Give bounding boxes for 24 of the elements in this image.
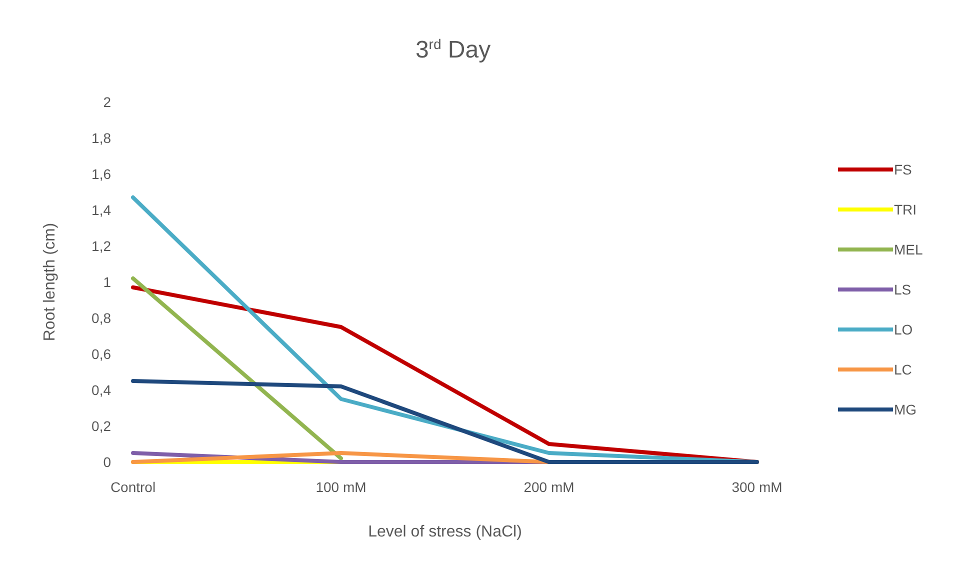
x-tick-label: Control: [110, 479, 156, 495]
legend-label: FS: [894, 162, 912, 178]
legend-label: LC: [894, 362, 912, 378]
x-axis-title: Level of stress (NaCl): [368, 524, 522, 540]
x-tick-label: 300 mM: [732, 479, 782, 495]
legend-label: MEL: [894, 242, 923, 258]
y-tick-label: 1,6: [92, 166, 112, 182]
y-tick-label: 1,8: [92, 130, 112, 146]
y-tick-label: 0,2: [92, 418, 112, 434]
legend-label: MG: [894, 402, 917, 418]
y-tick-label: 1,2: [92, 238, 112, 254]
x-tick-label: 200 mM: [524, 479, 574, 495]
legend-label: LS: [894, 282, 912, 298]
y-tick-label: 0: [103, 454, 112, 470]
legend-label: LO: [894, 322, 913, 338]
y-tick-label: 2: [103, 94, 112, 110]
y-tick-label: 0,6: [92, 346, 112, 362]
legend-label: TRI: [894, 202, 917, 218]
y-tick-label: 0,8: [92, 310, 112, 326]
y-axis-title: Root length (cm): [42, 222, 58, 342]
y-tick-label: 0,4: [92, 382, 112, 398]
y-tick-label: 1,4: [92, 202, 112, 218]
x-tick-label: 100 mM: [316, 479, 366, 495]
y-tick-label: 1: [103, 274, 112, 290]
